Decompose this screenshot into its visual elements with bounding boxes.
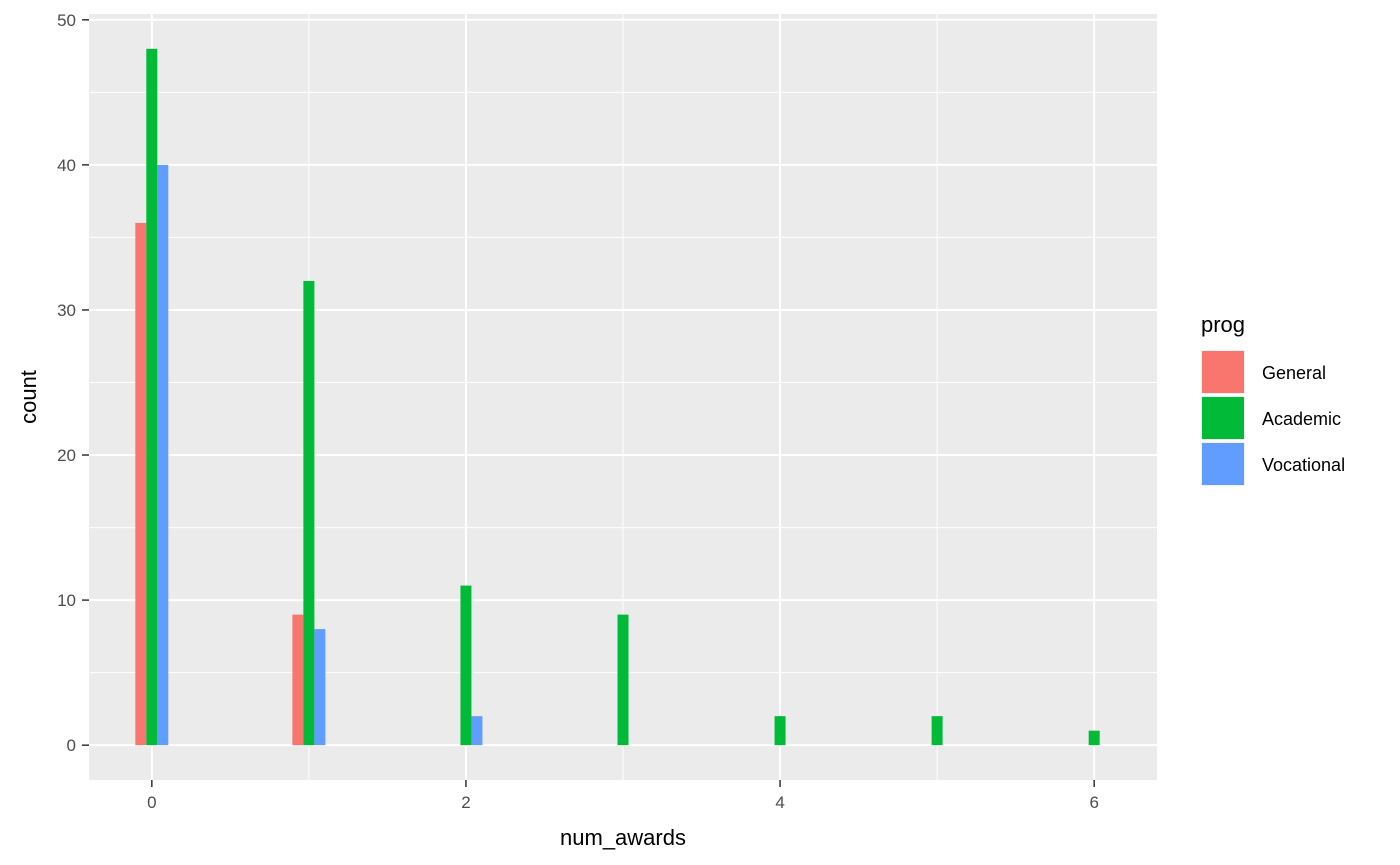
bar-academic xyxy=(1088,730,1100,746)
legend-label: Academic xyxy=(1262,409,1341,429)
y-axis: 0 10 20 30 40 50 xyxy=(57,11,89,755)
bar-vocational xyxy=(471,716,483,746)
bar-general xyxy=(292,614,304,746)
bar-vocational xyxy=(314,629,326,746)
x-axis: 0 2 4 6 xyxy=(147,780,1099,812)
legend-label: Vocational xyxy=(1262,455,1345,475)
x-tick-label: 4 xyxy=(775,793,784,812)
bar-academic xyxy=(146,48,158,746)
y-tick-label: 50 xyxy=(57,11,76,30)
y-tick-label: 0 xyxy=(67,736,76,755)
legend: prog General Academic Vocational xyxy=(1201,312,1345,486)
bar-academic xyxy=(774,716,786,746)
legend-key-general xyxy=(1202,351,1244,393)
bars xyxy=(135,48,1100,746)
y-axis-title: count xyxy=(16,370,41,424)
x-tick-label: 6 xyxy=(1089,793,1098,812)
x-tick-label: 2 xyxy=(461,793,470,812)
legend-key-academic xyxy=(1202,397,1244,439)
y-tick-label: 10 xyxy=(57,591,76,610)
x-axis-title: num_awards xyxy=(560,825,686,850)
legend-label: General xyxy=(1262,363,1326,383)
legend-items: General Academic Vocational xyxy=(1201,350,1345,486)
minor-gridlines xyxy=(89,14,1157,780)
y-tick-label: 30 xyxy=(57,301,76,320)
y-tick-label: 20 xyxy=(57,446,76,465)
legend-title: prog xyxy=(1201,312,1245,337)
legend-key-vocational xyxy=(1202,443,1244,485)
y-tick-label: 40 xyxy=(57,156,76,175)
x-tick-label: 0 xyxy=(147,793,156,812)
bar-academic xyxy=(303,280,315,746)
bar-academic xyxy=(931,716,943,746)
bar-general xyxy=(135,222,147,746)
bar-academic xyxy=(617,614,629,746)
bar-vocational xyxy=(157,164,169,746)
bar-academic xyxy=(460,585,472,746)
